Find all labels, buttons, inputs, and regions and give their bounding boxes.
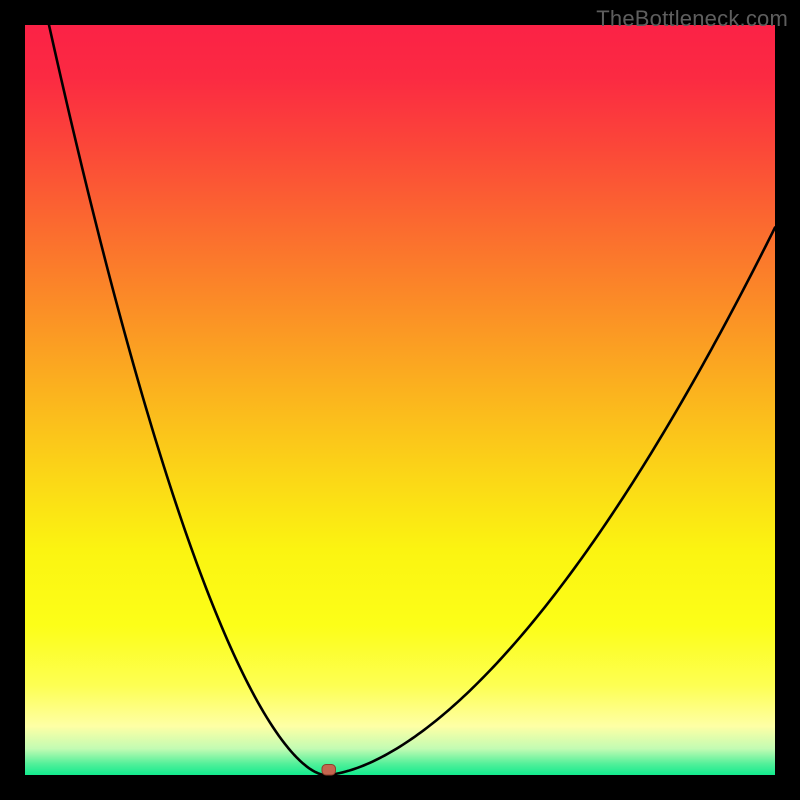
chart-container: TheBottleneck.com [0,0,800,800]
plot-background [25,25,775,775]
bottleneck-chart-svg [0,0,800,800]
watermark-text: TheBottleneck.com [596,6,788,32]
min-marker [322,765,336,776]
